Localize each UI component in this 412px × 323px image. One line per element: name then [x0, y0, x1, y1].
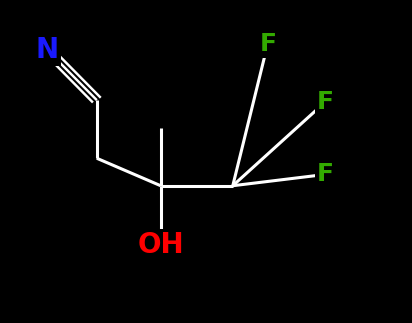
Text: OH: OH — [137, 232, 184, 259]
Text: F: F — [259, 32, 276, 56]
Text: N: N — [36, 36, 59, 64]
Text: F: F — [317, 162, 334, 186]
Text: F: F — [317, 90, 334, 114]
